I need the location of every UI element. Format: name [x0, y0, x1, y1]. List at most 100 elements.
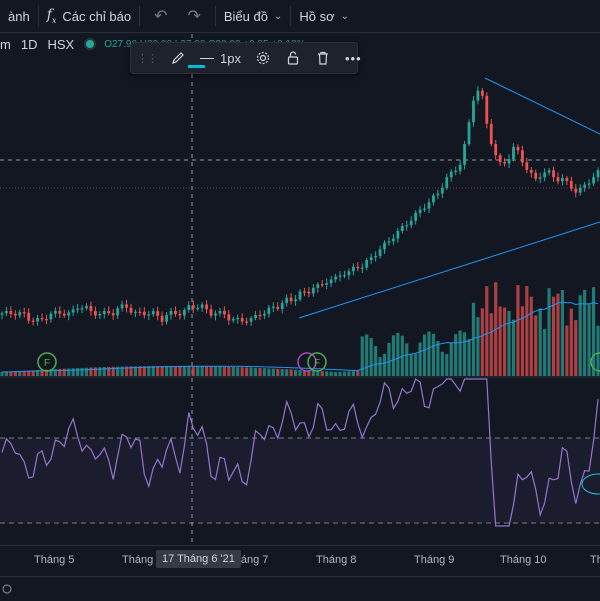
earnings-marker[interactable]: F — [37, 352, 57, 372]
candle-body — [58, 310, 62, 314]
volume-bar — [378, 357, 382, 376]
candle-body — [89, 306, 93, 311]
volume-bar — [547, 288, 551, 376]
candle-body — [289, 297, 293, 302]
volume-bar — [498, 306, 502, 376]
volume-bar — [200, 366, 204, 376]
trash-icon — [317, 51, 328, 65]
candle-body — [351, 266, 355, 272]
volume-bar — [320, 371, 324, 376]
candle-body — [254, 314, 257, 319]
earnings-marker[interactable] — [297, 352, 317, 372]
candle-body — [432, 195, 435, 203]
earnings-marker[interactable] — [590, 352, 600, 372]
candle-body — [165, 314, 168, 322]
candle-body — [138, 311, 142, 313]
chart-menu-button[interactable]: Biểu đồ ⌄ — [216, 0, 290, 32]
candle-body — [378, 249, 382, 256]
candle-body — [222, 310, 226, 315]
candle-body — [534, 172, 538, 179]
undo-button[interactable]: ↶ — [140, 0, 181, 32]
candle-body — [209, 309, 213, 316]
volume-bar — [329, 371, 333, 376]
chart-menu-label: Biểu đồ — [223, 8, 268, 24]
volume-bar — [271, 368, 275, 376]
candle-body — [240, 318, 244, 322]
volume-bar — [529, 296, 533, 376]
volume-bar — [342, 371, 347, 376]
volume-bar — [516, 285, 520, 376]
volume-bar — [289, 369, 293, 376]
settings-button[interactable] — [248, 43, 278, 73]
earnings-marker[interactable]: F — [307, 352, 327, 372]
rising-trendline[interactable] — [298, 221, 600, 319]
candle-body — [307, 291, 311, 294]
rsi-ellipse-drawing[interactable] — [581, 473, 600, 495]
volume-bar — [316, 370, 320, 376]
volume-bar — [173, 366, 178, 376]
price-chart[interactable]: F F — [0, 0, 600, 545]
candle-body — [94, 310, 97, 316]
candle-body — [525, 162, 529, 171]
volume-bar — [325, 371, 329, 376]
candle-body — [280, 303, 284, 309]
candle-body — [18, 312, 22, 316]
volume-bar — [543, 329, 547, 376]
candle-body — [316, 284, 320, 288]
volume-bar — [76, 368, 80, 376]
volume-bar — [84, 367, 89, 376]
partial-menu-label: ành — [8, 8, 30, 24]
market-status-icon — [84, 38, 97, 50]
time-axis-label: Tháng 9 — [414, 554, 455, 566]
volume-bar — [49, 369, 53, 376]
candle-body — [485, 95, 489, 124]
candle-body — [347, 271, 351, 276]
volume-bar — [462, 332, 467, 376]
redo-button[interactable]: ↷ — [181, 0, 214, 32]
volume-bar — [520, 306, 524, 376]
candle-body — [383, 242, 386, 250]
time-axis[interactable]: Tháng 5 Tháng 6 Tháng 7 Tháng 8 Tháng 9 … — [0, 545, 600, 576]
volume-bar — [236, 367, 240, 376]
profile-menu-button[interactable]: Hồ sơ ⌄ — [291, 0, 357, 32]
lock-button[interactable] — [278, 43, 308, 73]
volume-bar — [338, 371, 342, 376]
volume-bar — [160, 366, 164, 376]
candle-body — [31, 320, 35, 322]
candle-body — [472, 100, 475, 123]
candle-body — [427, 202, 431, 209]
interval-label[interactable]: 1D — [20, 36, 38, 52]
volume-bar — [240, 367, 244, 376]
candle-body — [374, 255, 378, 258]
toolbar-divider — [139, 6, 141, 26]
volume-bar — [209, 366, 213, 376]
volume-bar — [98, 367, 102, 376]
delete-button[interactable] — [308, 43, 338, 73]
settings-small-icon[interactable] — [0, 582, 14, 596]
candle-body — [285, 297, 289, 304]
volume-bar — [538, 308, 542, 376]
candle-body — [276, 306, 280, 309]
line-color-button[interactable] — [163, 43, 205, 73]
candle-body — [36, 317, 39, 322]
volume-bar — [396, 332, 400, 376]
candle-body — [458, 164, 462, 171]
partial-menu-item[interactable]: ành — [0, 0, 38, 32]
volume-bar — [116, 366, 120, 376]
line-width-button[interactable]: 1px — [193, 43, 248, 73]
more-button[interactable]: ••• — [338, 43, 369, 73]
volume-bar — [164, 366, 169, 376]
volume-bar — [302, 370, 307, 376]
candle-body — [494, 144, 498, 156]
svg-text:F: F — [314, 358, 320, 369]
volume-bar — [62, 368, 66, 376]
chevron-down-icon: ⌄ — [273, 10, 283, 22]
falling-trendline[interactable] — [484, 77, 600, 135]
symbol-partial-text[interactable]: m — [0, 36, 11, 52]
candle-body — [9, 310, 13, 314]
candle-body — [245, 321, 249, 323]
exchange-label[interactable]: HSX — [47, 36, 75, 52]
drag-grip-icon[interactable]: ⋮⋮ — [137, 52, 158, 65]
volume-bar — [485, 286, 489, 376]
indicators-button[interactable]: fx Các chỉ báo — [39, 0, 139, 32]
